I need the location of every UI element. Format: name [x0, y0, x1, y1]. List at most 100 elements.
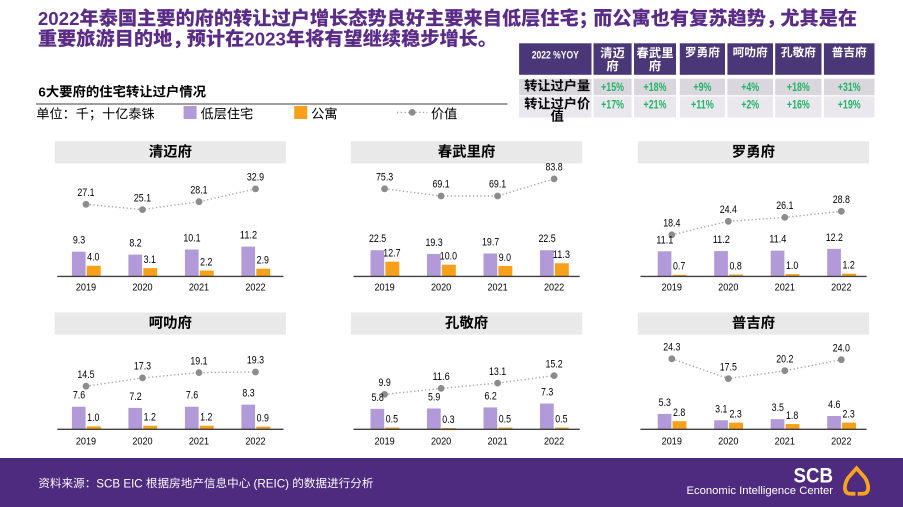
svg-text:0.5: 0.5	[555, 413, 567, 425]
svg-text:5.8: 5.8	[371, 392, 383, 404]
svg-text:Economic Intelligence Center: Economic Intelligence Center	[687, 485, 834, 497]
svg-text:7.6: 7.6	[186, 390, 198, 402]
svg-text:2022 %YOY: 2022 %YOY	[532, 50, 580, 62]
svg-text:0.3: 0.3	[442, 414, 454, 426]
svg-text:11.2: 11.2	[713, 234, 730, 246]
svg-text:8.2: 8.2	[129, 238, 141, 250]
svg-text:4.6: 4.6	[828, 399, 840, 411]
svg-text:+15%: +15%	[601, 81, 624, 94]
svg-text:+17%: +17%	[601, 99, 624, 112]
svg-text:15.2: 15.2	[546, 358, 563, 370]
svg-text:2022: 2022	[544, 436, 565, 447]
svg-text:32.9: 32.9	[247, 172, 264, 184]
svg-text:+4%: +4%	[741, 81, 759, 94]
svg-text:2019: 2019	[662, 436, 683, 447]
svg-text:17.5: 17.5	[720, 361, 737, 373]
svg-text:2023: 2023	[244, 28, 286, 49]
svg-text:1.2: 1.2	[144, 412, 156, 424]
svg-text:2.3: 2.3	[729, 409, 741, 421]
svg-text:11.6: 11.6	[433, 371, 450, 383]
svg-text:2021: 2021	[775, 282, 796, 293]
svg-text:2022: 2022	[831, 436, 852, 447]
svg-text:9.0: 9.0	[499, 252, 511, 264]
svg-text:0.5: 0.5	[499, 413, 511, 425]
svg-text:19.1: 19.1	[190, 355, 207, 367]
svg-text:0.7: 0.7	[673, 261, 685, 273]
svg-text:2019: 2019	[374, 436, 395, 447]
svg-text:3.1: 3.1	[144, 254, 156, 266]
svg-text:24.4: 24.4	[720, 204, 737, 216]
svg-text:+11%: +11%	[691, 99, 714, 112]
svg-text:26.1: 26.1	[776, 200, 793, 212]
svg-text:11.2: 11.2	[240, 230, 257, 242]
svg-text:+19%: +19%	[838, 99, 861, 112]
svg-text:1.0: 1.0	[87, 412, 99, 424]
svg-text:5.9: 5.9	[428, 391, 440, 403]
svg-text:83.8: 83.8	[546, 162, 563, 174]
svg-text:14.5: 14.5	[77, 369, 94, 381]
svg-text:7.3: 7.3	[541, 387, 553, 399]
svg-text:24.0: 24.0	[833, 342, 850, 354]
svg-text:5.3: 5.3	[659, 397, 671, 409]
svg-text:2019: 2019	[662, 282, 683, 293]
svg-text:1.2: 1.2	[842, 260, 854, 272]
svg-text:25.1: 25.1	[134, 192, 151, 204]
svg-text:11.3: 11.3	[553, 249, 570, 261]
svg-text:12.7: 12.7	[383, 248, 400, 260]
svg-text:9.3: 9.3	[73, 235, 85, 247]
svg-text:19.7: 19.7	[482, 236, 499, 248]
svg-text:22.5: 22.5	[539, 233, 556, 245]
svg-text:2019: 2019	[76, 282, 97, 293]
svg-text:75.3: 75.3	[376, 172, 393, 184]
svg-text:1.8: 1.8	[786, 410, 798, 422]
svg-text:+21%: +21%	[644, 99, 667, 112]
svg-text:17.3: 17.3	[134, 361, 151, 373]
svg-text:2020: 2020	[132, 282, 153, 293]
svg-text:1.2: 1.2	[200, 412, 212, 424]
svg-text:12.2: 12.2	[826, 232, 843, 244]
svg-text:20.2: 20.2	[776, 353, 793, 365]
svg-text:19.3: 19.3	[247, 355, 264, 367]
svg-text:3.5: 3.5	[772, 402, 784, 414]
svg-text:10.0: 10.0	[440, 251, 457, 263]
svg-text:24.3: 24.3	[663, 342, 680, 354]
svg-text:6: 6	[38, 84, 45, 99]
svg-text:2021: 2021	[189, 282, 210, 293]
svg-text:18.4: 18.4	[663, 218, 680, 230]
svg-text:2019: 2019	[374, 282, 395, 293]
svg-text:19.3: 19.3	[426, 237, 443, 249]
svg-text:2020: 2020	[431, 282, 452, 293]
svg-text:2022: 2022	[38, 8, 80, 29]
svg-text:13.1: 13.1	[489, 366, 506, 378]
svg-text:28.8: 28.8	[833, 194, 850, 206]
svg-text:2021: 2021	[775, 436, 796, 447]
svg-text:10.1: 10.1	[183, 233, 200, 245]
svg-text:2020: 2020	[132, 436, 153, 447]
svg-text:2.3: 2.3	[842, 409, 854, 421]
svg-text:3.1: 3.1	[715, 403, 727, 415]
svg-text:2.9: 2.9	[257, 255, 269, 267]
svg-text:2022: 2022	[245, 436, 266, 447]
svg-text:2021: 2021	[189, 436, 210, 447]
svg-text:7.6: 7.6	[73, 390, 85, 402]
svg-text:1.0: 1.0	[786, 260, 798, 272]
svg-text:9.9: 9.9	[378, 377, 390, 389]
svg-text:8.3: 8.3	[242, 388, 254, 400]
svg-text:0.5: 0.5	[386, 413, 398, 425]
svg-text:0.9: 0.9	[257, 413, 269, 425]
svg-text:28.1: 28.1	[190, 184, 207, 196]
svg-text:+9%: +9%	[693, 81, 711, 94]
svg-text:2.8: 2.8	[673, 407, 685, 419]
svg-text:2019: 2019	[76, 436, 97, 447]
svg-text:+18%: +18%	[787, 81, 810, 94]
svg-text:2.2: 2.2	[200, 256, 212, 268]
svg-text:SCB: SCB	[794, 464, 834, 487]
svg-text:+2%: +2%	[741, 99, 759, 112]
svg-text:SCB EIC: SCB EIC	[96, 477, 146, 490]
svg-text:+16%: +16%	[787, 99, 810, 112]
svg-text:11.1: 11.1	[656, 234, 673, 246]
svg-text:6.2: 6.2	[484, 390, 496, 402]
svg-text:69.1: 69.1	[433, 179, 450, 191]
svg-text:0.8: 0.8	[729, 260, 741, 272]
svg-text:+18%: +18%	[644, 81, 667, 94]
